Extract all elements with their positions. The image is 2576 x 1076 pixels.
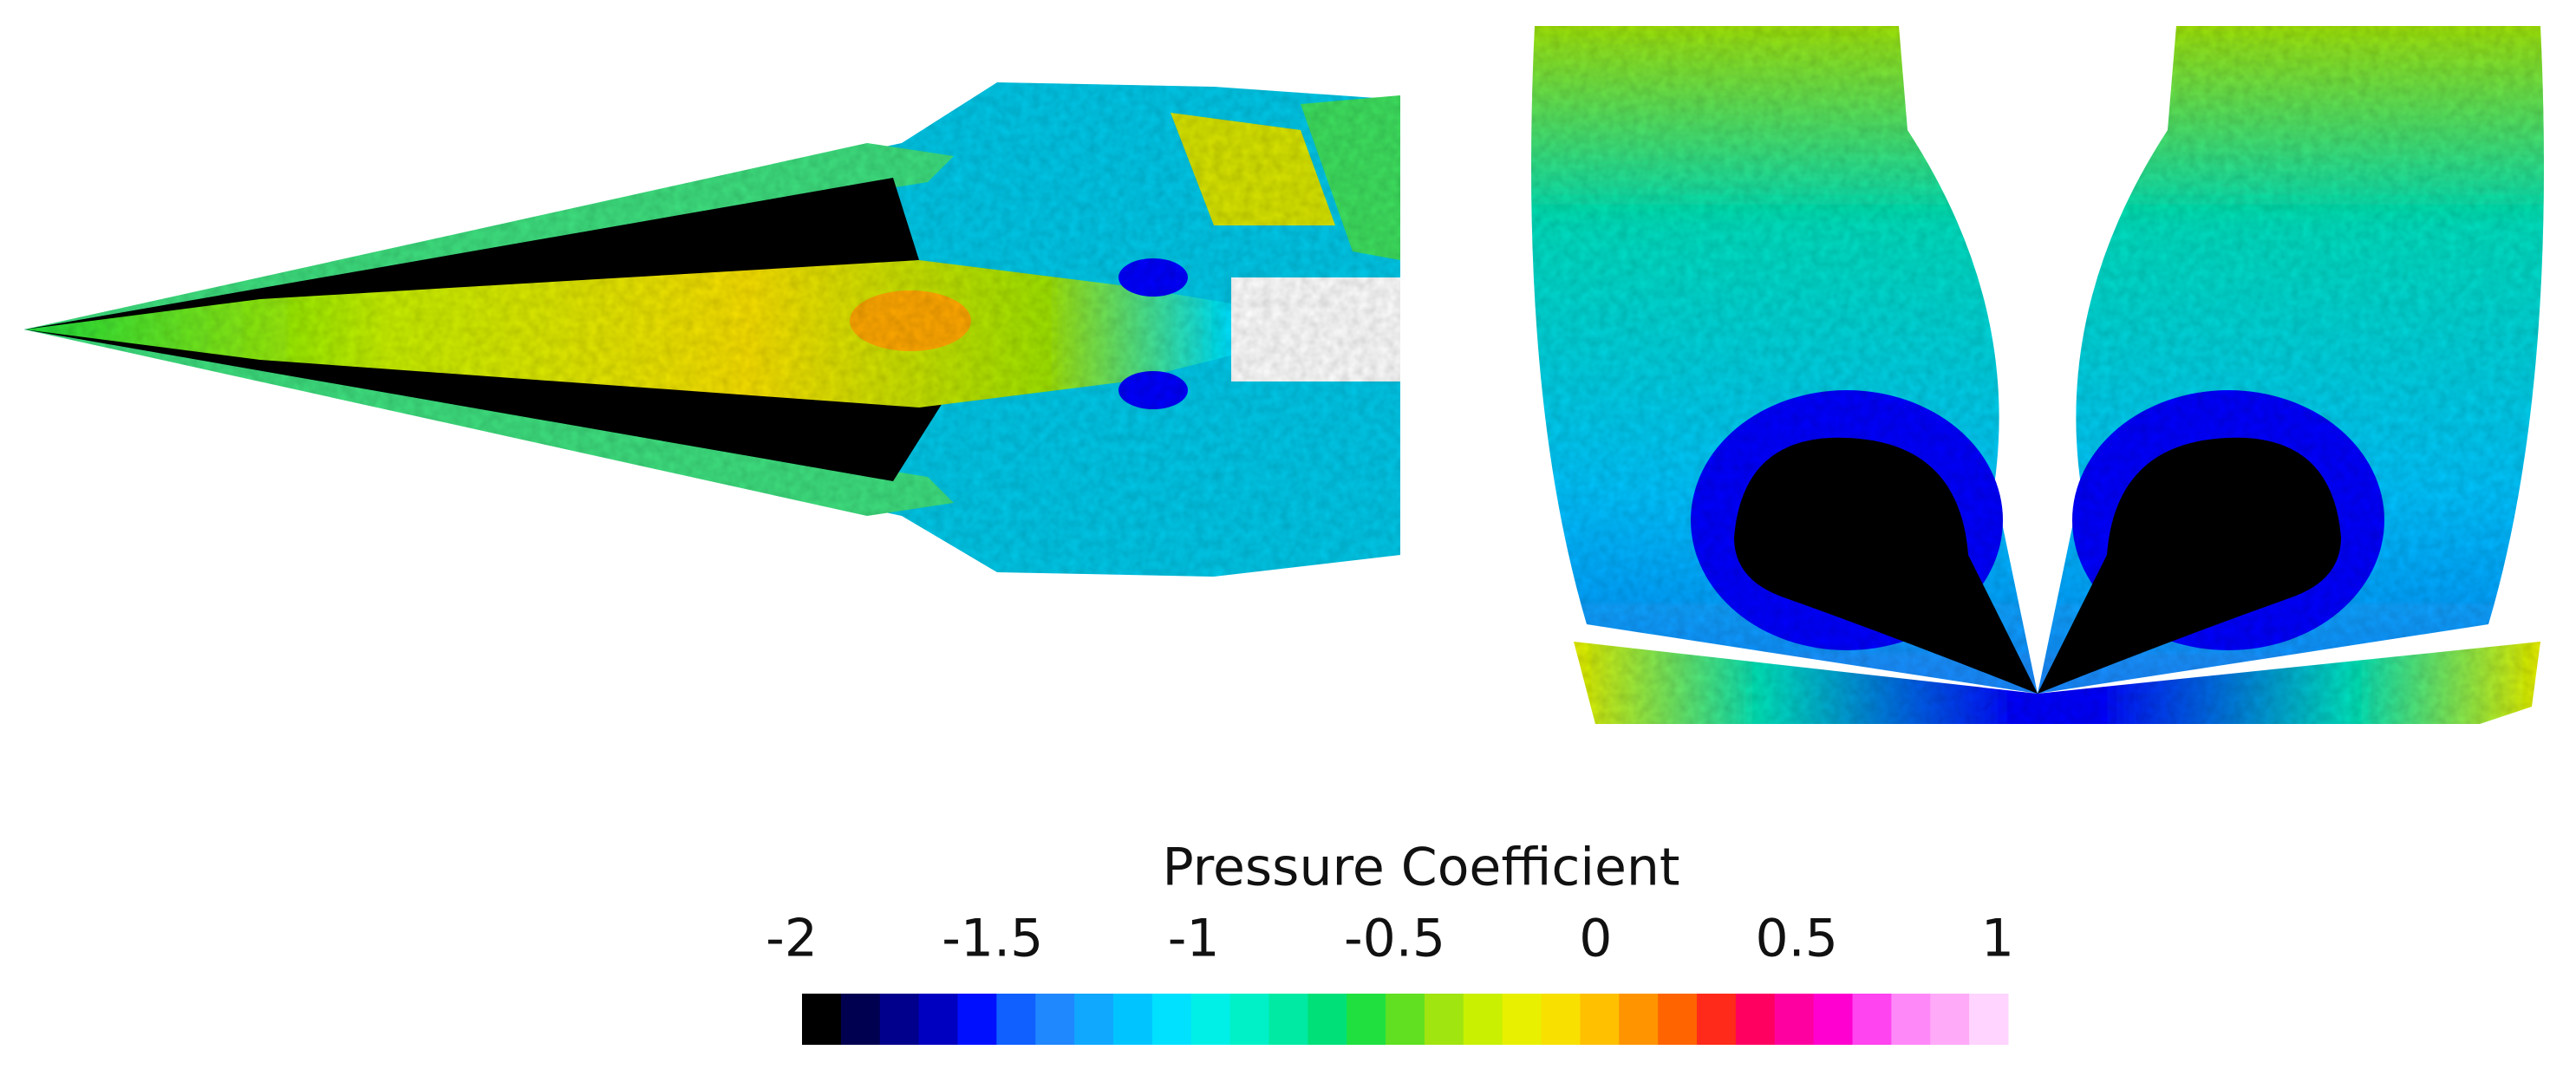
colorbar-swatch (1229, 994, 1269, 1045)
colorbar-swatch (1735, 994, 1776, 1045)
colorbar-swatch (1891, 994, 1931, 1045)
colorbar-tick-label: 0.5 (1755, 909, 1837, 969)
colorbar-swatch (957, 994, 997, 1045)
colorbar-swatch (802, 994, 842, 1045)
colorbar-swatch (1424, 994, 1464, 1045)
colorbar-tick-label: -1.5 (942, 909, 1043, 969)
front-view (1531, 26, 2544, 724)
colorbar-swatch (1697, 994, 1737, 1045)
colorbar-swatch (1813, 994, 1854, 1045)
colorbar-swatch (1190, 994, 1231, 1045)
colorbar-swatch (996, 994, 1036, 1045)
colorbar-title: Pressure Coefficient (1163, 838, 1680, 898)
colorbar-swatch (1151, 994, 1192, 1045)
colorbar-swatch (1580, 994, 1620, 1045)
colorbar-swatch (1658, 994, 1698, 1045)
colorbar-swatch (1268, 994, 1308, 1045)
colorbar-tick-label: 0 (1579, 909, 1612, 969)
colorbar-swatch (1386, 994, 1425, 1045)
colorbar-tick-label: -0.5 (1344, 909, 1445, 969)
colorbar-tick-label: -1 (1168, 909, 1220, 969)
colorbar-swatch (879, 994, 920, 1045)
colorbar-swatch (918, 994, 958, 1045)
top-view (24, 82, 1400, 577)
colorbar-swatch (1502, 994, 1542, 1045)
colorbar-swatch (1347, 994, 1386, 1045)
colorbar-swatch (1852, 994, 1892, 1045)
colorbar-swatch (1112, 994, 1153, 1045)
colorbar-tick-label: 1 (1981, 909, 2014, 969)
colorbar-swatch (1930, 994, 1970, 1045)
colorbar-swatch (1463, 994, 1503, 1045)
colorbar-tick-label: -2 (766, 909, 818, 969)
colorbar-swatch (1619, 994, 1659, 1045)
colorbar-swatch (840, 994, 881, 1045)
colorbar-swatch (1541, 994, 1581, 1045)
colorbar-swatch (1074, 994, 1114, 1045)
colorbar-swatch (1308, 994, 1347, 1045)
colorbar-swatch (1035, 994, 1075, 1045)
colorbar: -2 -1.5 -1 -0.5 0 0.5 1 (766, 909, 2014, 1045)
colorbar-swatch (1969, 994, 2009, 1045)
colorbar-swatch (1774, 994, 1815, 1045)
